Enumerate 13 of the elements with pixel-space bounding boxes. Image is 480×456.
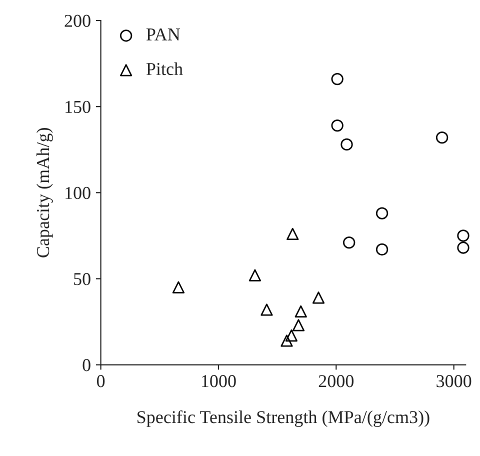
y-tick-label: 100 bbox=[66, 186, 90, 200]
y-tick-label: 50 bbox=[74, 272, 90, 286]
legend-label: Pitch bbox=[146, 62, 183, 76]
y-tick-label: 0 bbox=[82, 359, 90, 372]
x-tick-label: 3000 bbox=[436, 375, 472, 388]
x-tick-label: 0 bbox=[96, 375, 105, 388]
x-tick-label: 1000 bbox=[202, 375, 236, 388]
x-tick-label: 2000 bbox=[318, 375, 354, 388]
y-tick-label: 200 bbox=[64, 14, 90, 27]
x-axis-title: Specific Tensile Strength (MPa/(g/cm3)) bbox=[138, 410, 430, 427]
y-axis-title: Capacity (mAh/g) bbox=[36, 128, 53, 258]
legend-label: PAN bbox=[146, 28, 180, 40]
y-tick-label: 150 bbox=[66, 100, 90, 114]
